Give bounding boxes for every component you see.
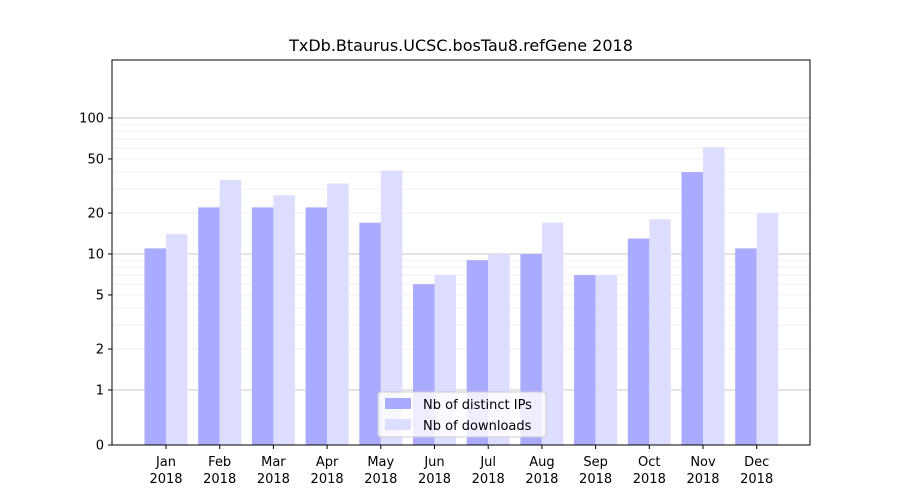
x-tick-label-month: Apr bbox=[316, 455, 339, 470]
x-tick-label-month: Oct bbox=[638, 455, 660, 470]
bar-distinct-ips-nov bbox=[681, 172, 703, 445]
x-tick-label-year: 2018 bbox=[257, 472, 290, 487]
chart-title: TxDb.Btaurus.UCSC.bosTau8.refGene 2018 bbox=[288, 36, 633, 55]
bar-downloads-dec bbox=[756, 213, 779, 445]
bar-downloads-jan bbox=[166, 234, 188, 445]
bar-distinct-ips-feb bbox=[198, 207, 220, 445]
legend-label-distinct-ips: Nb of distinct IPs bbox=[423, 398, 532, 413]
x-tick-label-year: 2018 bbox=[525, 472, 558, 487]
bar-distinct-ips-dec bbox=[735, 248, 757, 445]
x-tick-label-year: 2018 bbox=[579, 472, 612, 487]
bar-distinct-ips-sep bbox=[574, 275, 596, 445]
x-axis: Jan 2018 Feb 2018 Mar 2018 Apr 2018 May 2018 Jun 20… bbox=[149, 445, 773, 487]
bar-distinct-ips-may bbox=[359, 222, 381, 445]
x-tick-label-year: 2018 bbox=[311, 472, 344, 487]
y-tick-label: 50 bbox=[87, 152, 104, 167]
bar-downloads-feb bbox=[219, 180, 242, 445]
x-tick-label-year: 2018 bbox=[686, 472, 719, 487]
x-tick-label-month: Jul bbox=[479, 455, 496, 470]
x-tick-label-year: 2018 bbox=[472, 472, 505, 487]
legend-swatch-distinct-ips bbox=[385, 398, 411, 409]
x-tick-label-month: Sep bbox=[583, 455, 608, 470]
y-tick-label: 0 bbox=[96, 439, 104, 454]
plot-frame bbox=[111, 59, 811, 446]
bar-downloads-sep bbox=[595, 275, 618, 445]
x-tick-label-month: Jan bbox=[155, 455, 176, 470]
x-tick-label-month: Nov bbox=[690, 455, 716, 470]
x-tick-label-year: 2018 bbox=[149, 472, 182, 487]
bar-downloads-oct bbox=[649, 219, 671, 445]
bar-downloads-mar bbox=[273, 195, 295, 445]
x-tick-label-year: 2018 bbox=[364, 472, 397, 487]
legend-box bbox=[377, 391, 547, 438]
y-tick-label: 5 bbox=[96, 288, 104, 303]
x-tick-label-year: 2018 bbox=[203, 472, 236, 487]
x-tick-label-month: May bbox=[367, 455, 394, 470]
legend-label-downloads: Nb of downloads bbox=[423, 419, 532, 434]
y-tick-label: 10 bbox=[87, 248, 104, 263]
legend: Nb of distinct IPs Nb of downloads bbox=[377, 391, 547, 438]
x-tick-label-month: Mar bbox=[261, 455, 286, 470]
x-tick-label-year: 2018 bbox=[418, 472, 451, 487]
bar-downloads-nov bbox=[703, 147, 725, 445]
y-tick-label: 1 bbox=[96, 384, 104, 399]
x-tick-label-month: Aug bbox=[529, 455, 554, 470]
y-tick-label: 100 bbox=[79, 112, 104, 127]
bar-downloads-apr bbox=[327, 183, 349, 445]
bar-distinct-ips-oct bbox=[627, 238, 650, 445]
bar-distinct-ips-jan bbox=[144, 248, 166, 445]
x-tick-label-month: Jun bbox=[423, 455, 444, 470]
y-tick-label: 20 bbox=[87, 207, 104, 222]
y-axis: 0 1 2 5 10 20 50 100 bbox=[79, 112, 112, 454]
y-tick-label: 2 bbox=[96, 343, 104, 358]
bar-downloads-aug bbox=[541, 222, 564, 445]
x-tick-label-year: 2018 bbox=[740, 472, 773, 487]
x-tick-label-month: Dec bbox=[744, 455, 769, 470]
bar-downloads-may bbox=[380, 170, 403, 445]
x-tick-label-month: Feb bbox=[208, 455, 231, 470]
legend-swatch-downloads bbox=[385, 419, 411, 430]
bar-distinct-ips-apr bbox=[305, 207, 328, 445]
x-tick-label-year: 2018 bbox=[633, 472, 666, 487]
bar-distinct-ips-mar bbox=[251, 207, 274, 445]
